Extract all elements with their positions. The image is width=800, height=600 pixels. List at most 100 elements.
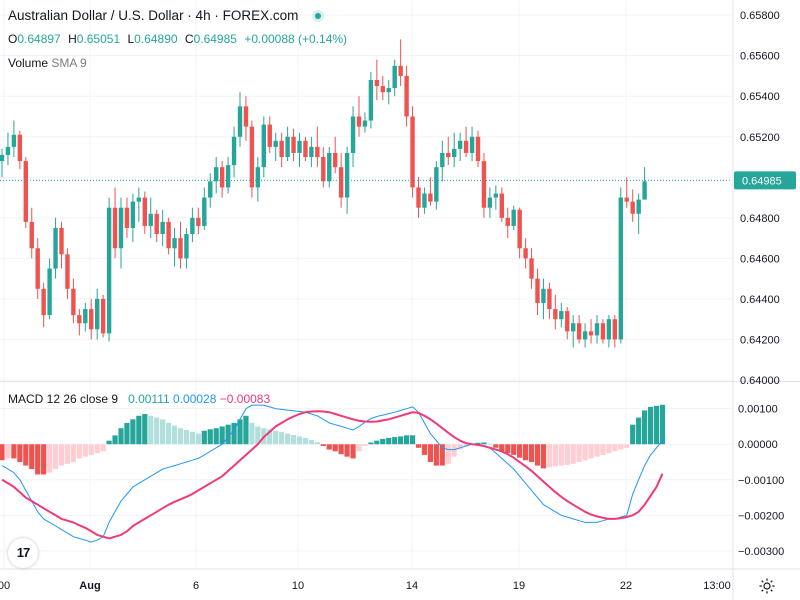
candle — [142, 191, 147, 235]
macd-legend[interactable]: MACD 12 26 close 9 0.00111 0.00028 −0.00… — [8, 392, 270, 406]
macd-histogram-bar — [517, 444, 523, 458]
candle-body — [5, 146, 11, 155]
macd-histogram-bar — [0, 444, 5, 461]
candle-body — [172, 238, 177, 249]
candle-body — [77, 315, 82, 324]
candle — [154, 209, 159, 243]
macd-histogram-bar — [160, 419, 166, 445]
macd-histogram-bar — [267, 429, 273, 445]
macd-histogram-bar — [112, 435, 118, 445]
macd-histogram-bar — [457, 444, 463, 450]
candle-body — [112, 207, 118, 249]
candle-body — [35, 248, 40, 289]
candle-body — [541, 288, 546, 303]
macd-axis-label: 0.00100 — [738, 404, 778, 416]
price-axis-label: 0.64600 — [740, 253, 780, 265]
macd-histogram-bar — [142, 414, 148, 445]
macd-histogram-bar — [368, 442, 374, 445]
candle — [356, 96, 362, 137]
candle-body — [547, 288, 552, 310]
macd-histogram-bar — [231, 422, 237, 445]
macd-histogram-bar — [285, 433, 291, 445]
time-axis-label: 6 — [193, 580, 199, 592]
candle-body — [202, 197, 207, 226]
macd-histogram-bar — [618, 444, 624, 450]
candle-body — [41, 288, 46, 316]
macd-histogram-bar — [404, 435, 410, 445]
candle-body — [416, 187, 421, 208]
candle — [350, 106, 356, 168]
candle-body — [571, 323, 576, 332]
time-axis-label: 00 — [0, 580, 10, 592]
macd-histogram-bar — [576, 444, 582, 462]
candle — [184, 227, 189, 269]
candle-body — [178, 238, 183, 259]
macd-histogram-bar — [255, 426, 261, 445]
candle-body — [297, 140, 302, 153]
macd-histogram-bar — [505, 444, 511, 454]
macd-histogram-bar — [100, 444, 106, 452]
candle — [136, 187, 142, 222]
tradingview-logo-icon[interactable]: 17 — [8, 538, 38, 568]
macd-histogram-bar — [523, 444, 529, 461]
candle-body — [106, 207, 112, 334]
candle-body — [333, 152, 338, 168]
candle-body — [321, 157, 326, 182]
macd-histogram-bar — [302, 437, 309, 445]
candle-body — [255, 167, 261, 188]
symbol-legend[interactable]: Australian Dollar / U.S. Dollar · 4h · F… — [8, 8, 325, 23]
market-open-indicator-icon — [312, 10, 325, 23]
macd-histogram-bar — [362, 444, 368, 446]
candle — [594, 315, 600, 344]
low-value: 0.64890 — [134, 32, 178, 46]
time-axis-label: Aug — [79, 580, 100, 592]
candle — [172, 227, 177, 267]
candle — [83, 302, 88, 332]
candle-body — [285, 136, 290, 158]
macd-histogram-bar — [201, 430, 207, 445]
candle — [428, 177, 433, 206]
candle-body — [196, 217, 201, 226]
candle-body — [428, 193, 433, 202]
macd-histogram-bar — [225, 424, 231, 445]
candle-body — [565, 311, 570, 332]
candle-body — [95, 298, 100, 330]
close-value: 0.64985 — [193, 32, 237, 46]
candle — [249, 120, 255, 198]
candle — [71, 278, 76, 324]
candle — [547, 282, 552, 320]
candle — [17, 130, 23, 170]
change-value: +0.00088 (+0.14%) — [244, 32, 348, 46]
candle — [112, 187, 118, 259]
macd-histogram-bar — [326, 444, 332, 450]
candle-body — [53, 227, 58, 269]
macd-histogram-bar — [332, 444, 338, 452]
macd-line-value: 0.00028 — [173, 392, 217, 406]
candle — [243, 96, 249, 141]
volume-legend[interactable]: Volume SMA 9 — [8, 56, 87, 70]
price-axis-label: 0.64800 — [740, 213, 780, 225]
candle — [565, 307, 570, 340]
candle — [624, 177, 629, 208]
candle-body — [553, 309, 558, 320]
candle-body — [214, 167, 219, 182]
price-axis-label: 0.65600 — [740, 51, 780, 63]
candle — [475, 130, 481, 168]
macd-histogram-bar — [511, 444, 517, 455]
candle-body — [309, 146, 314, 158]
macd-histogram-bar — [52, 444, 59, 470]
macd-histogram-bar — [213, 428, 219, 445]
macd-histogram-bar — [320, 444, 326, 446]
candle — [338, 152, 344, 208]
open-value: 0.64897 — [17, 32, 61, 46]
candle — [148, 197, 153, 239]
symbol-title: Australian Dollar / U.S. Dollar · 4h · F… — [8, 8, 299, 23]
candle — [505, 207, 510, 239]
candle — [642, 167, 647, 200]
candle-body — [124, 207, 130, 228]
time-axis-label: 14 — [406, 580, 418, 592]
settings-gear-icon[interactable] — [758, 577, 776, 595]
candle-body — [100, 298, 106, 334]
macd-histogram-bar — [582, 444, 588, 461]
